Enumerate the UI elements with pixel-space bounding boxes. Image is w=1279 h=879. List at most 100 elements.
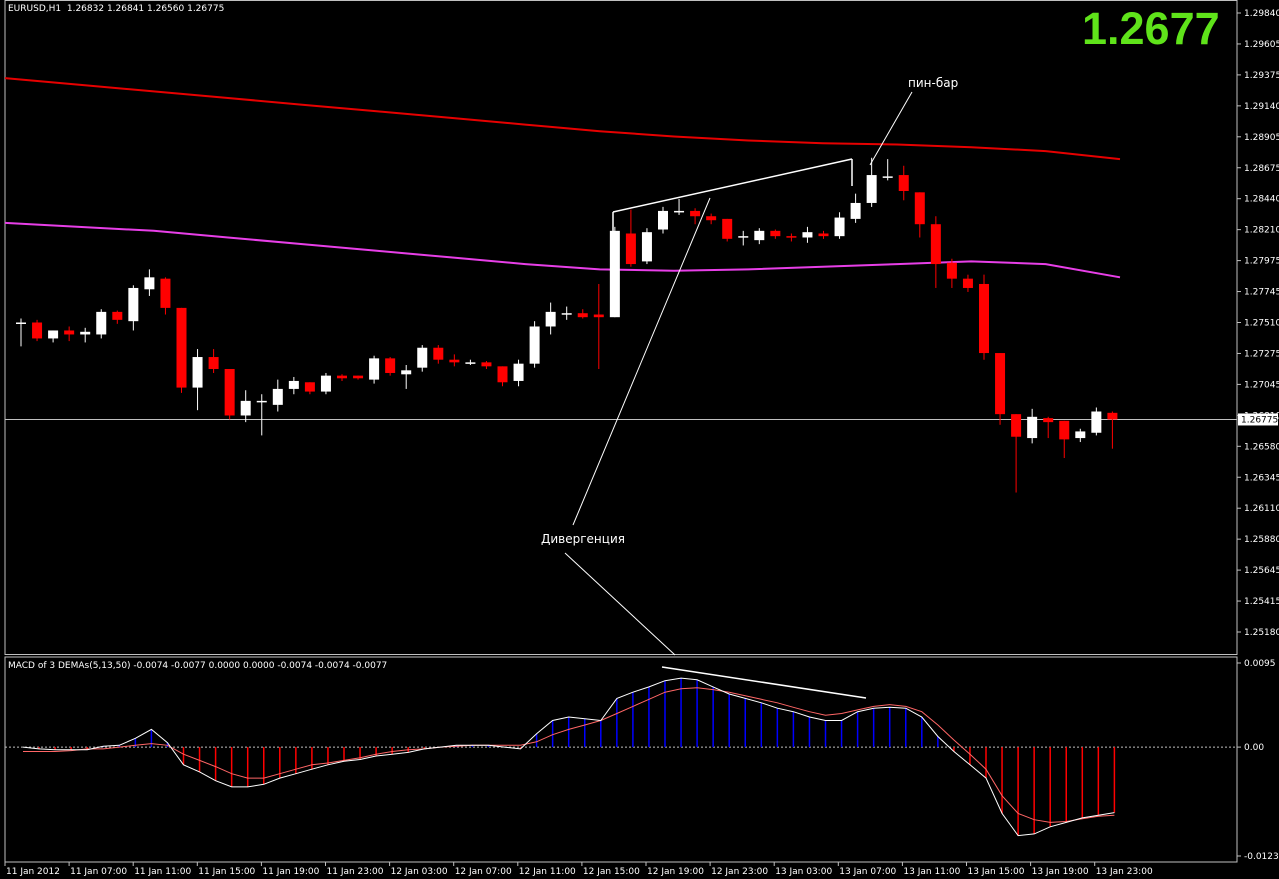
bear-candle — [722, 218, 733, 239]
bull-candle — [288, 380, 299, 389]
price-tick-label: 1.27510 — [1244, 319, 1279, 329]
bull-candle — [641, 232, 652, 262]
divergence-pointer-line — [564, 552, 676, 656]
price-tick-label: 1.29375 — [1244, 71, 1279, 81]
bear-candle — [1011, 414, 1022, 437]
bull-candle — [609, 230, 620, 318]
price-tick-label: 1.26345 — [1244, 473, 1279, 483]
bull-candle — [1027, 416, 1038, 439]
price-tick-label: 1.27045 — [1244, 380, 1279, 390]
bull-candle — [545, 311, 556, 327]
bull-candle — [16, 322, 26, 324]
bear-candle — [690, 210, 701, 217]
bear-candle — [449, 359, 460, 363]
bull-candle — [192, 357, 203, 388]
time-tick-label: 11 Jan 15:00 — [198, 867, 255, 877]
time-axis: 11 Jan 2012 11 Jan 07:00 11 Jan 11:00 11 Ja… — [4, 862, 1153, 877]
time-tick-label: 13 Jan 07:00 — [839, 867, 896, 877]
bear-candle — [304, 382, 315, 392]
macd-tick-label: 0.0095 — [1244, 659, 1276, 669]
time-tick-label: 13 Jan 19:00 — [1032, 867, 1089, 877]
bear-candle — [497, 366, 508, 383]
time-tick-label: 12 Jan 11:00 — [519, 867, 576, 877]
bear-candle — [593, 314, 604, 318]
ma-slow-line — [4, 77, 1121, 161]
bull-candle — [144, 277, 155, 290]
moving-averages — [4, 77, 1237, 420]
bear-candle — [786, 236, 797, 238]
bear-candle — [1107, 412, 1118, 420]
price-tick-label: 1.28440 — [1244, 195, 1279, 205]
bear-candle — [577, 313, 588, 318]
bull-candle — [80, 331, 91, 335]
bear-candle — [112, 311, 123, 320]
bear-candle — [385, 358, 396, 373]
time-tick-label: 11 Jan 23:00 — [327, 867, 384, 877]
bear-candle — [32, 322, 43, 339]
price-tick-label: 1.25180 — [1244, 628, 1279, 638]
price-tick-label: 1.25880 — [1244, 535, 1279, 545]
macd-tick-label: -0.0123 — [1244, 852, 1279, 862]
time-tick-label: 13 Jan 15:00 — [968, 867, 1025, 877]
bear-candle — [706, 216, 717, 221]
time-tick-label: 13 Jan 03:00 — [775, 867, 832, 877]
bull-candle — [48, 330, 59, 339]
bear-candle — [176, 307, 187, 388]
macd-title: MACD of 3 DEMAs(5,13,50) -0.0074 -0.0077… — [8, 661, 388, 671]
bull-candle — [369, 358, 380, 380]
bull-candle — [417, 347, 428, 368]
bull-candle — [754, 230, 765, 241]
bull-candle — [240, 400, 251, 416]
time-tick-label: 12 Jan 19:00 — [647, 867, 704, 877]
price-tick-label: 1.29140 — [1244, 102, 1279, 112]
bull-candle — [465, 362, 476, 364]
bull-candle — [529, 326, 540, 364]
price-tick-label: 1.27275 — [1244, 349, 1279, 359]
bull-candle — [401, 370, 412, 375]
time-tick-label: 13 Jan 23:00 — [1096, 867, 1153, 877]
bear-candle — [64, 330, 75, 335]
macd-tick-label: 0.00 — [1244, 743, 1264, 753]
bear-candle — [962, 278, 973, 288]
price-tick-label: 1.25415 — [1244, 597, 1279, 607]
price-tick-label: 1.28905 — [1244, 133, 1279, 143]
bull-candle — [128, 287, 139, 322]
price-axis: 1.29840 1.29605 1.29375 1.29140 1.28905 1.286… — [1237, 9, 1279, 862]
bear-candle — [979, 283, 989, 354]
bear-candle — [337, 375, 347, 379]
bear-candle — [930, 224, 941, 265]
main-chart-frame — [4, 0, 1238, 863]
bull-candle — [866, 175, 877, 203]
bull-candle — [658, 210, 668, 230]
price-tick-label: 1.26580 — [1244, 442, 1279, 452]
time-tick-label: 11 Jan 2012 — [6, 867, 60, 877]
bull-candle — [561, 313, 572, 315]
bull-candle — [1075, 431, 1086, 439]
bear-candle — [353, 375, 364, 379]
bear-candle — [208, 357, 219, 369]
bear-candle — [770, 230, 781, 237]
current-price-text: 1.26775 — [1241, 415, 1278, 425]
bear-candle — [1059, 420, 1070, 440]
macd-main-line — [22, 677, 1115, 837]
bull-candle — [320, 375, 331, 392]
bear-candle — [818, 233, 829, 237]
price-tick-label: 1.25645 — [1244, 566, 1279, 576]
bear-candle — [160, 278, 171, 308]
bear-candle — [946, 262, 957, 279]
price-tick-label: 1.28675 — [1244, 164, 1279, 174]
bear-candle — [224, 368, 235, 416]
time-tick-label: 12 Jan 15:00 — [583, 867, 640, 877]
bull-candle — [513, 363, 524, 381]
macd-panel — [5, 666, 1237, 837]
price-tick-label: 1.26110 — [1244, 504, 1279, 514]
bear-candle — [625, 233, 636, 265]
symbol-title: EURUSD,H1 1.26832 1.26841 1.26560 1.2677… — [8, 4, 224, 14]
time-tick-label: 13 Jan 11:00 — [903, 867, 960, 877]
symbol-name: EURUSD,H1 — [8, 4, 62, 14]
divergence-macd-line — [661, 666, 867, 699]
bull-candle — [96, 311, 107, 335]
annotation-lines — [564, 91, 913, 656]
bull-candle — [738, 236, 749, 238]
